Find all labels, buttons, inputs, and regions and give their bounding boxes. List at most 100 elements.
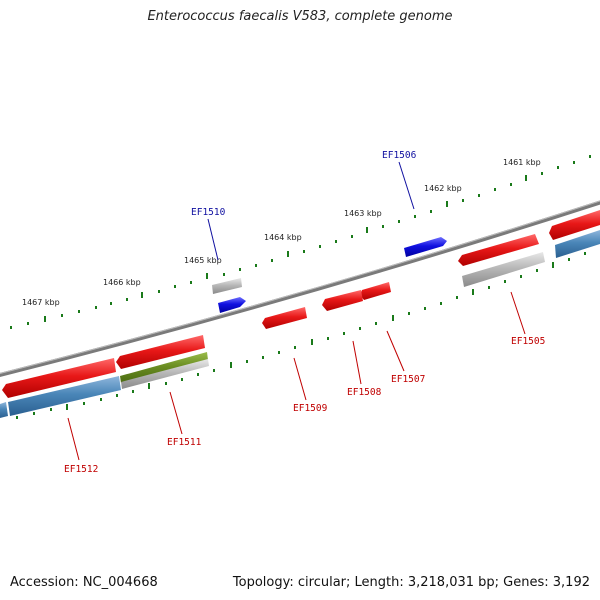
ruler-tick [27,322,29,325]
ruler-tick [181,378,183,381]
ruler-tick [424,307,426,310]
gene-arrow[interactable] [116,335,205,369]
gene-arrow[interactable] [121,359,209,389]
scale-label: 1462 kbp [424,184,462,193]
ruler-tick [462,199,464,202]
ruler-tick [520,275,522,278]
genome-backbone-highlight [0,200,600,374]
ruler-tick [392,315,394,321]
ruler-tick [174,285,176,288]
ruler-tick [294,346,296,349]
ruler-tick [327,337,329,340]
ruler-tick [335,240,337,243]
ruler-tick [319,245,321,248]
ruler-tick [83,402,85,405]
gene-arrow[interactable] [212,278,242,294]
ruler-tick [408,312,410,315]
ruler-tick [343,332,345,335]
ruler-tick [366,227,368,233]
ruler-tick [10,326,12,329]
label-leader-line [67,417,80,461]
gene-arrow[interactable] [555,230,600,258]
gene-label[interactable]: EF1510 [191,207,226,218]
scale-label: 1463 kbp [344,209,382,218]
ruler-tick [488,286,490,289]
gene-label[interactable]: EF1508 [347,387,382,398]
accession-text: Accession: NC_004668 [10,575,158,590]
gene-label[interactable]: EF1507 [391,374,425,385]
ruler-tick [311,339,313,345]
ruler-tick [359,327,361,330]
ruler-tick [190,281,192,284]
ruler-tick [478,194,480,197]
ruler-tick [287,251,289,257]
gene-label[interactable]: EF1511 [167,437,202,448]
gene-arrow[interactable] [218,297,246,313]
ruler-tick [239,268,241,271]
gene-label[interactable]: EF1512 [64,464,98,475]
ruler-tick [303,250,305,253]
scale-label: 1466 kbp [103,278,141,287]
ruler-tick [536,269,538,272]
ruler-tick [197,373,199,376]
ruler-tick [351,235,353,238]
upper-scale-ruler [10,155,591,329]
ruler-tick [165,382,167,385]
genome-backbone [0,200,600,378]
ruler-tick [573,161,575,164]
ruler-tick [141,292,143,298]
label-leader-line [169,391,183,435]
ruler-tick [78,310,80,313]
gene-arrow[interactable] [262,307,307,329]
label-leader-line [398,161,415,210]
ruler-tick [61,314,63,317]
ruler-tick [375,322,377,325]
gene-arrow[interactable] [322,290,363,311]
gene-arrow[interactable] [462,252,545,287]
gene-arrow[interactable] [2,358,116,398]
ruler-tick [414,215,416,218]
ruler-tick [16,416,18,419]
ruler-tick [440,302,442,305]
gene-arrow[interactable] [458,234,539,266]
ruler-tick [504,280,506,283]
gene-arrow[interactable] [360,282,391,300]
ruler-tick [126,298,128,301]
gene-label[interactable]: EF1506 [382,150,417,161]
gene-label[interactable]: EF1509 [293,403,328,414]
label-leader-line [293,357,307,401]
ruler-tick [158,290,160,293]
ruler-tick [525,175,527,181]
gene-arrow[interactable] [0,402,8,418]
gene-arrow[interactable] [549,210,600,240]
ruler-tick [230,362,232,368]
gene-label[interactable]: EF1505 [511,336,545,347]
ruler-tick [271,259,273,262]
ruler-tick [446,201,448,207]
ruler-tick [246,360,248,363]
ruler-tick [116,394,118,397]
gene-arrow[interactable] [120,352,208,383]
ruler-tick [66,404,68,410]
label-leader-line [207,218,219,261]
genome-summary-text: Topology: circular; Length: 3,218,031 bp… [232,575,590,590]
ruler-tick [262,356,264,359]
scale-label: 1467 kbp [22,298,60,307]
label-leader-line [352,340,362,385]
map-title: Enterococcus faecalis V583, complete gen… [147,9,453,24]
lower-scale-ruler [16,252,586,419]
ruler-tick [541,172,543,175]
gene-arrow[interactable] [8,376,121,416]
ruler-tick [33,412,35,415]
ruler-tick [456,296,458,299]
ruler-tick [382,225,384,228]
scale-label: 1465 kbp [184,256,222,265]
scale-label: 1464 kbp [264,233,302,242]
ruler-tick [552,262,554,268]
label-leader-line [386,330,405,372]
ruler-tick [557,166,559,169]
gene-arrow[interactable] [404,237,447,257]
ruler-tick [213,369,215,372]
ruler-tick [148,383,150,389]
